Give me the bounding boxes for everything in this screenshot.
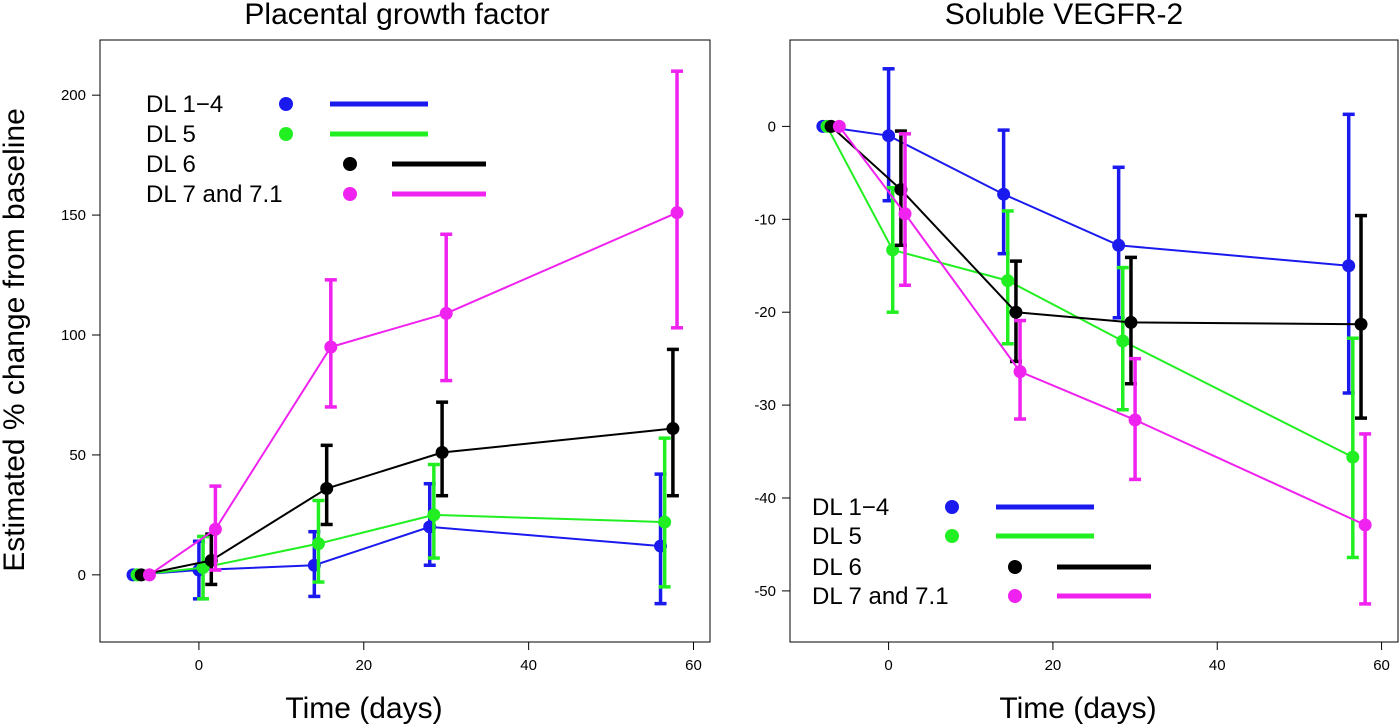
right-data-point (1116, 334, 1130, 348)
right-legend-label: DL 6 (812, 554, 862, 581)
right-data-point (1112, 238, 1126, 252)
left-axes: 0 20 40 60 0 50 100 150 200 (61, 87, 702, 674)
right-data-point (1342, 259, 1356, 273)
left-legend-label: DL 1−4 (146, 91, 223, 118)
right-x-tick-label: 40 (1209, 657, 1226, 674)
right-x-axis-title: Time (days) (999, 692, 1156, 725)
left-data-point (658, 515, 672, 529)
right-series-2 (820, 119, 1360, 560)
right-y-tick-label: -50 (754, 583, 776, 600)
right-series-line (830, 125, 1362, 326)
right-chart-title: Soluble VEGFR-2 (945, 0, 1183, 31)
right-data-point (1346, 450, 1360, 464)
left-legend-entry: DL 6 (146, 151, 486, 178)
right-x-tick-label: 20 (1045, 657, 1062, 674)
right-legend-entry: DL 1−4 (812, 494, 1094, 521)
right-data-point (882, 129, 896, 143)
left-data-point (311, 537, 325, 551)
right-marks (816, 67, 1372, 606)
right-legend-entry: DL 6 (812, 554, 1151, 581)
right-plot-frame (789, 39, 1399, 643)
left-error-bar (671, 69, 684, 330)
left-data-point (439, 306, 453, 320)
left-marks (126, 69, 684, 606)
left-data-point (435, 446, 449, 460)
right-y-tick-label: -40 (754, 490, 776, 507)
left-x-axis-title: Time (days) (285, 692, 442, 725)
left-data-point (208, 522, 222, 536)
right-y-tick-label: -20 (754, 304, 776, 321)
left-series-3 (134, 347, 680, 587)
left-legend-label: DL 7 and 7.1 (146, 181, 283, 208)
left-legend-marker (343, 187, 357, 201)
left-chart-title: Placental growth factor (244, 0, 549, 31)
right-y-tick-label: 0 (768, 118, 776, 135)
left-data-point (142, 568, 156, 582)
left-legend-marker (279, 97, 293, 111)
left-legend-label: DL 5 (146, 121, 196, 148)
right-legend-label: DL 1−4 (812, 494, 889, 521)
left-legend: DL 1−4 DL 5 DL 6 DL 7 and 7.1 (146, 91, 486, 208)
left-x-tick-label: 0 (195, 657, 203, 674)
left-x-tick-label: 40 (520, 657, 537, 674)
right-series-1 (816, 67, 1356, 395)
right-data-point (832, 119, 846, 133)
left-y-tick-label: 200 (61, 87, 86, 104)
right-y-tick-label: -10 (754, 211, 776, 228)
right-data-point (997, 187, 1011, 201)
left-data-point (427, 508, 441, 522)
right-legend-marker (945, 500, 959, 514)
left-y-tick-label: 0 (78, 567, 86, 584)
right-data-point (1001, 274, 1015, 288)
right-data-point (1354, 317, 1368, 331)
left-series-2 (130, 436, 672, 601)
left-y-tick-label: 50 (69, 447, 86, 464)
right-legend: DL 1−4DL 5 DL 6DL 7 and 7.1 (812, 494, 1151, 610)
left-legend-entry: DL 7 and 7.1 (146, 181, 486, 208)
right-x-tick-label: 60 (1373, 657, 1390, 674)
right-data-point (1128, 413, 1142, 427)
right-legend-entry: DL 5 (812, 523, 1094, 550)
left-series-4 (142, 69, 684, 582)
left-legend-entry: DL 5 (146, 121, 428, 148)
right-legend-entry: DL 7 and 7.1 (812, 583, 1151, 610)
right-legend-marker (1008, 560, 1022, 574)
right-error-bar (1346, 336, 1359, 560)
left-data-point (666, 422, 680, 436)
right-legend-label: DL 7 and 7.1 (812, 583, 949, 610)
left-chart-panel: Placental growth factor Time (days) Esti… (0, 0, 711, 725)
left-x-tick-label: 20 (355, 657, 372, 674)
right-series-4 (832, 119, 1372, 606)
left-y-axis-title: Estimated % change from baseline (0, 108, 31, 572)
right-axes: 0 20 40 60 0 -10 -20 -30 -40 -50 (754, 118, 1390, 674)
right-chart-panel: Soluble VEGFR-2 Time (days) 0 20 40 60 0 -10 -… (754, 0, 1399, 725)
left-legend-entry: DL 1−4 (146, 91, 428, 118)
right-data-point (1013, 365, 1027, 379)
left-plot-frame (99, 39, 711, 643)
left-legend-label: DL 6 (146, 151, 196, 178)
right-data-point (1358, 518, 1372, 532)
left-data-point (324, 340, 338, 354)
right-data-point (1009, 305, 1023, 319)
right-legend-marker (945, 529, 959, 543)
left-error-bar (658, 436, 671, 589)
left-series-line (141, 427, 674, 576)
left-legend-marker (343, 157, 357, 171)
left-data-point (670, 206, 684, 220)
left-x-tick-label: 60 (685, 657, 702, 674)
right-error-bar (1355, 213, 1368, 420)
right-x-tick-label: 0 (884, 657, 892, 674)
left-legend-marker (279, 127, 293, 141)
left-y-tick-label: 100 (61, 327, 86, 344)
left-data-point (320, 482, 334, 496)
right-legend-marker (1008, 589, 1022, 603)
right-data-point (1124, 315, 1138, 329)
right-y-tick-label: -30 (754, 397, 776, 414)
right-data-point (898, 207, 912, 221)
right-series-line (838, 125, 1366, 526)
left-y-tick-label: 150 (61, 207, 86, 224)
right-legend-label: DL 5 (812, 523, 862, 550)
